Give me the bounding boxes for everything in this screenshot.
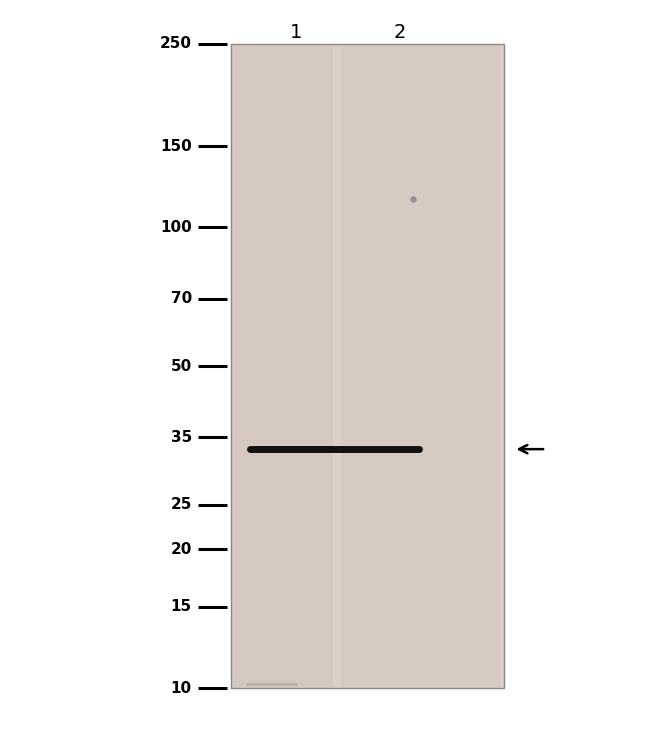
Text: 10: 10 — [170, 681, 192, 695]
Bar — [341, 45, 500, 687]
Bar — [233, 45, 333, 687]
Text: 15: 15 — [170, 600, 192, 614]
Text: 2: 2 — [393, 23, 406, 42]
Text: 1: 1 — [289, 23, 302, 42]
Text: 70: 70 — [170, 291, 192, 306]
Text: 250: 250 — [160, 37, 192, 51]
Text: 150: 150 — [160, 138, 192, 154]
Text: 35: 35 — [170, 430, 192, 445]
Text: 50: 50 — [170, 359, 192, 373]
Bar — [231, 44, 504, 688]
Text: 20: 20 — [170, 542, 192, 557]
Text: 100: 100 — [160, 220, 192, 235]
Text: 25: 25 — [170, 497, 192, 512]
